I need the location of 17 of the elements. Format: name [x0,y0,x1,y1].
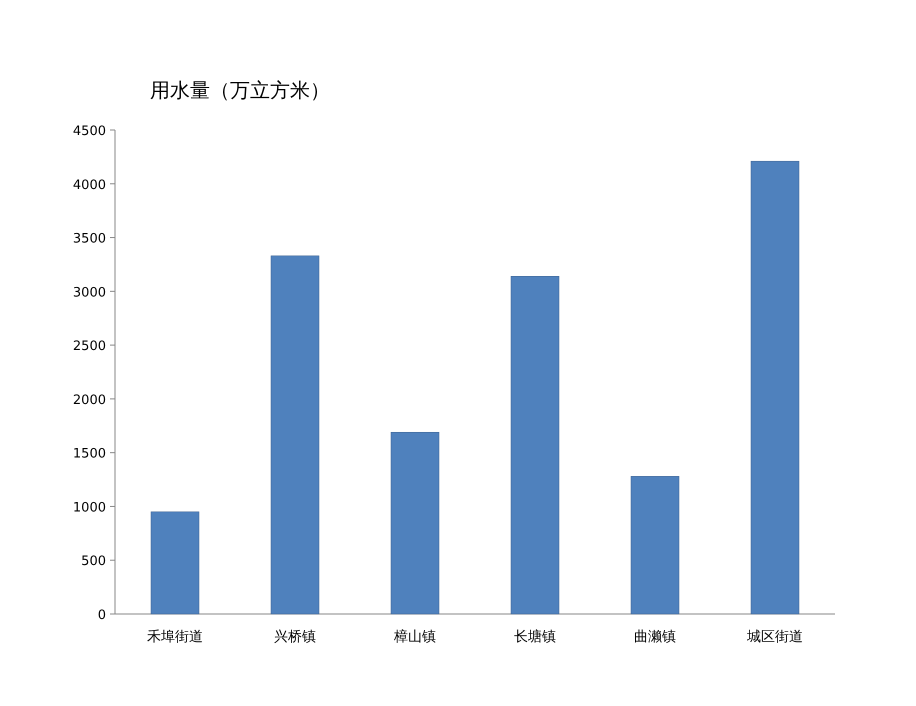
y-tick-label: 3500 [72,232,106,247]
y-tick-label: 1000 [72,500,106,516]
y-tick-label: 500 [81,554,106,570]
x-tick-label: 曲濑镇 [634,629,676,645]
chart-title: 用水量（万立方米） [150,78,330,102]
y-tick-label: 3000 [72,285,106,300]
y-tick-label: 4000 [72,178,106,193]
y-tick-label: 2500 [72,339,106,354]
y-tick-label: 2000 [72,392,106,408]
y-tick-label: 1500 [72,446,106,462]
x-tick-label: 城区街道 [746,629,803,645]
y-tick-label: 0 [98,608,106,623]
x-tick-label: 兴桥镇 [274,629,316,645]
y-tick-label: 4500 [72,124,106,139]
x-tick-label: 长塘镇 [514,629,556,645]
x-tick-label: 樟山镇 [393,629,436,645]
x-tick-label: 禾埠街道 [147,629,203,645]
